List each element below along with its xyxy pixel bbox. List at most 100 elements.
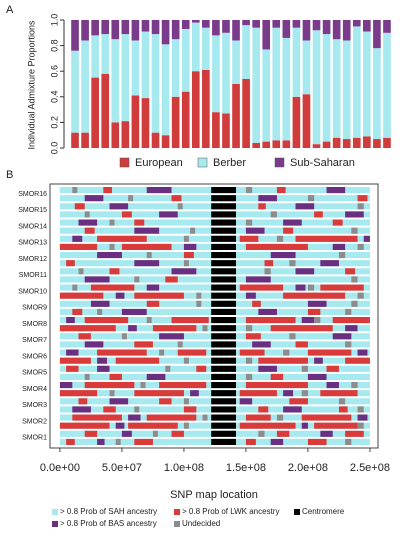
ancestry-segment [159,333,184,340]
ancestry-segment [264,260,274,267]
bar-segment [242,25,250,79]
ancestry-segment [72,235,83,242]
ancestry-segment [196,300,202,307]
bar-segment [252,142,260,148]
bar-segment [171,96,180,148]
ancestry-segment [109,390,115,397]
x-tick-label: 2.0e+08 [288,462,328,474]
ancestry-segment [245,187,253,194]
ancestry-segment [66,317,75,324]
ancestry-segment [301,365,308,372]
y-axis-title: Individual Admixture Proportions [26,20,36,150]
ancestry-segment [59,357,91,364]
ancestry-segment [264,268,271,275]
ancestry-segment [121,243,172,250]
ancestry-segment [165,365,171,372]
ancestry-segment [345,438,352,445]
bar-segment [232,84,240,148]
bar-segment [101,20,110,35]
centromere [211,325,237,332]
bar-segment [282,37,291,141]
centromere [211,243,237,250]
bar-segment [91,77,99,148]
centromere [211,390,237,397]
ancestry-segment [134,227,160,234]
ancestry-segment [134,276,140,283]
ancestry-segment [270,438,284,445]
legend-swatch [174,509,180,515]
ancestry-segment [295,235,358,242]
ancestry-segment [239,390,277,397]
ancestry-segment [190,227,196,234]
legend-label: European [135,157,183,169]
legend-label: > 0.8 Prob of BAS ancestry [60,519,157,528]
bar-segment [322,34,331,142]
ancestry-segment [351,382,358,389]
centromere [211,227,237,234]
bar-segment [222,20,230,33]
bar-segment [91,35,99,78]
bar-segment [342,139,351,148]
bar-segment [383,32,391,138]
ancestry-segment [115,438,121,445]
ancestry-segment [115,422,125,429]
ancestry-segment [307,308,321,315]
ancestry-segment [84,317,129,324]
centromere [211,398,237,405]
ancestry-segment [128,422,178,429]
ancestry-segment [128,414,141,421]
centromere [211,276,237,283]
ancestry-segment [146,373,166,380]
ancestry-segment [314,357,323,364]
ancestry-segment [59,382,73,389]
ancestry-segment [146,187,172,194]
bar-segment [202,27,210,70]
ancestry-segment [109,373,122,380]
ancestry-segment [345,357,370,364]
ancestry-segment [177,341,183,348]
bar-segment [191,20,200,23]
ancestry-segment [72,284,78,291]
ancestry-segment [171,430,184,437]
ancestry-segment [245,414,271,421]
legend-swatch [119,157,130,168]
legend-swatch [294,509,300,515]
ancestry-segment [270,211,277,218]
bar-segment [373,48,381,140]
row-label: SMOR8 [22,321,47,328]
bar-segment [282,20,291,38]
bar-segment [383,20,391,33]
ancestry-segment [326,365,339,372]
ancestry-segment [357,203,364,210]
ancestry-segment [345,211,364,218]
ancestry-segment [90,300,110,307]
ancestry-segment [270,252,296,259]
bar-segment [121,121,130,148]
bar-segment [71,132,79,148]
ancestry-segment [121,430,132,437]
bar-segment [111,39,120,123]
centromere [211,365,237,372]
ancestry-segment [258,406,269,413]
bar-segment [71,20,79,51]
bar-segment [242,20,250,26]
ancestry-segment [301,414,352,421]
ancestry-segment [84,382,135,389]
ancestry-segment [332,333,352,340]
bar-segment [373,20,381,49]
ancestry-segment [97,357,108,364]
bar-segment [322,141,331,148]
bar-segment [302,20,311,41]
ancestry-segment [283,390,294,397]
bar-segment [252,20,260,28]
ancestry-segment [289,260,296,267]
centromere [211,373,237,380]
bar-segment [272,27,281,141]
ancestry-segment [245,357,253,364]
ancestry-segment [338,398,346,405]
ancestry-segment [72,406,91,413]
bar-segment [272,140,281,148]
ancestry-segment [59,243,98,250]
centromere [211,422,237,429]
ancestry-segment [183,398,189,405]
